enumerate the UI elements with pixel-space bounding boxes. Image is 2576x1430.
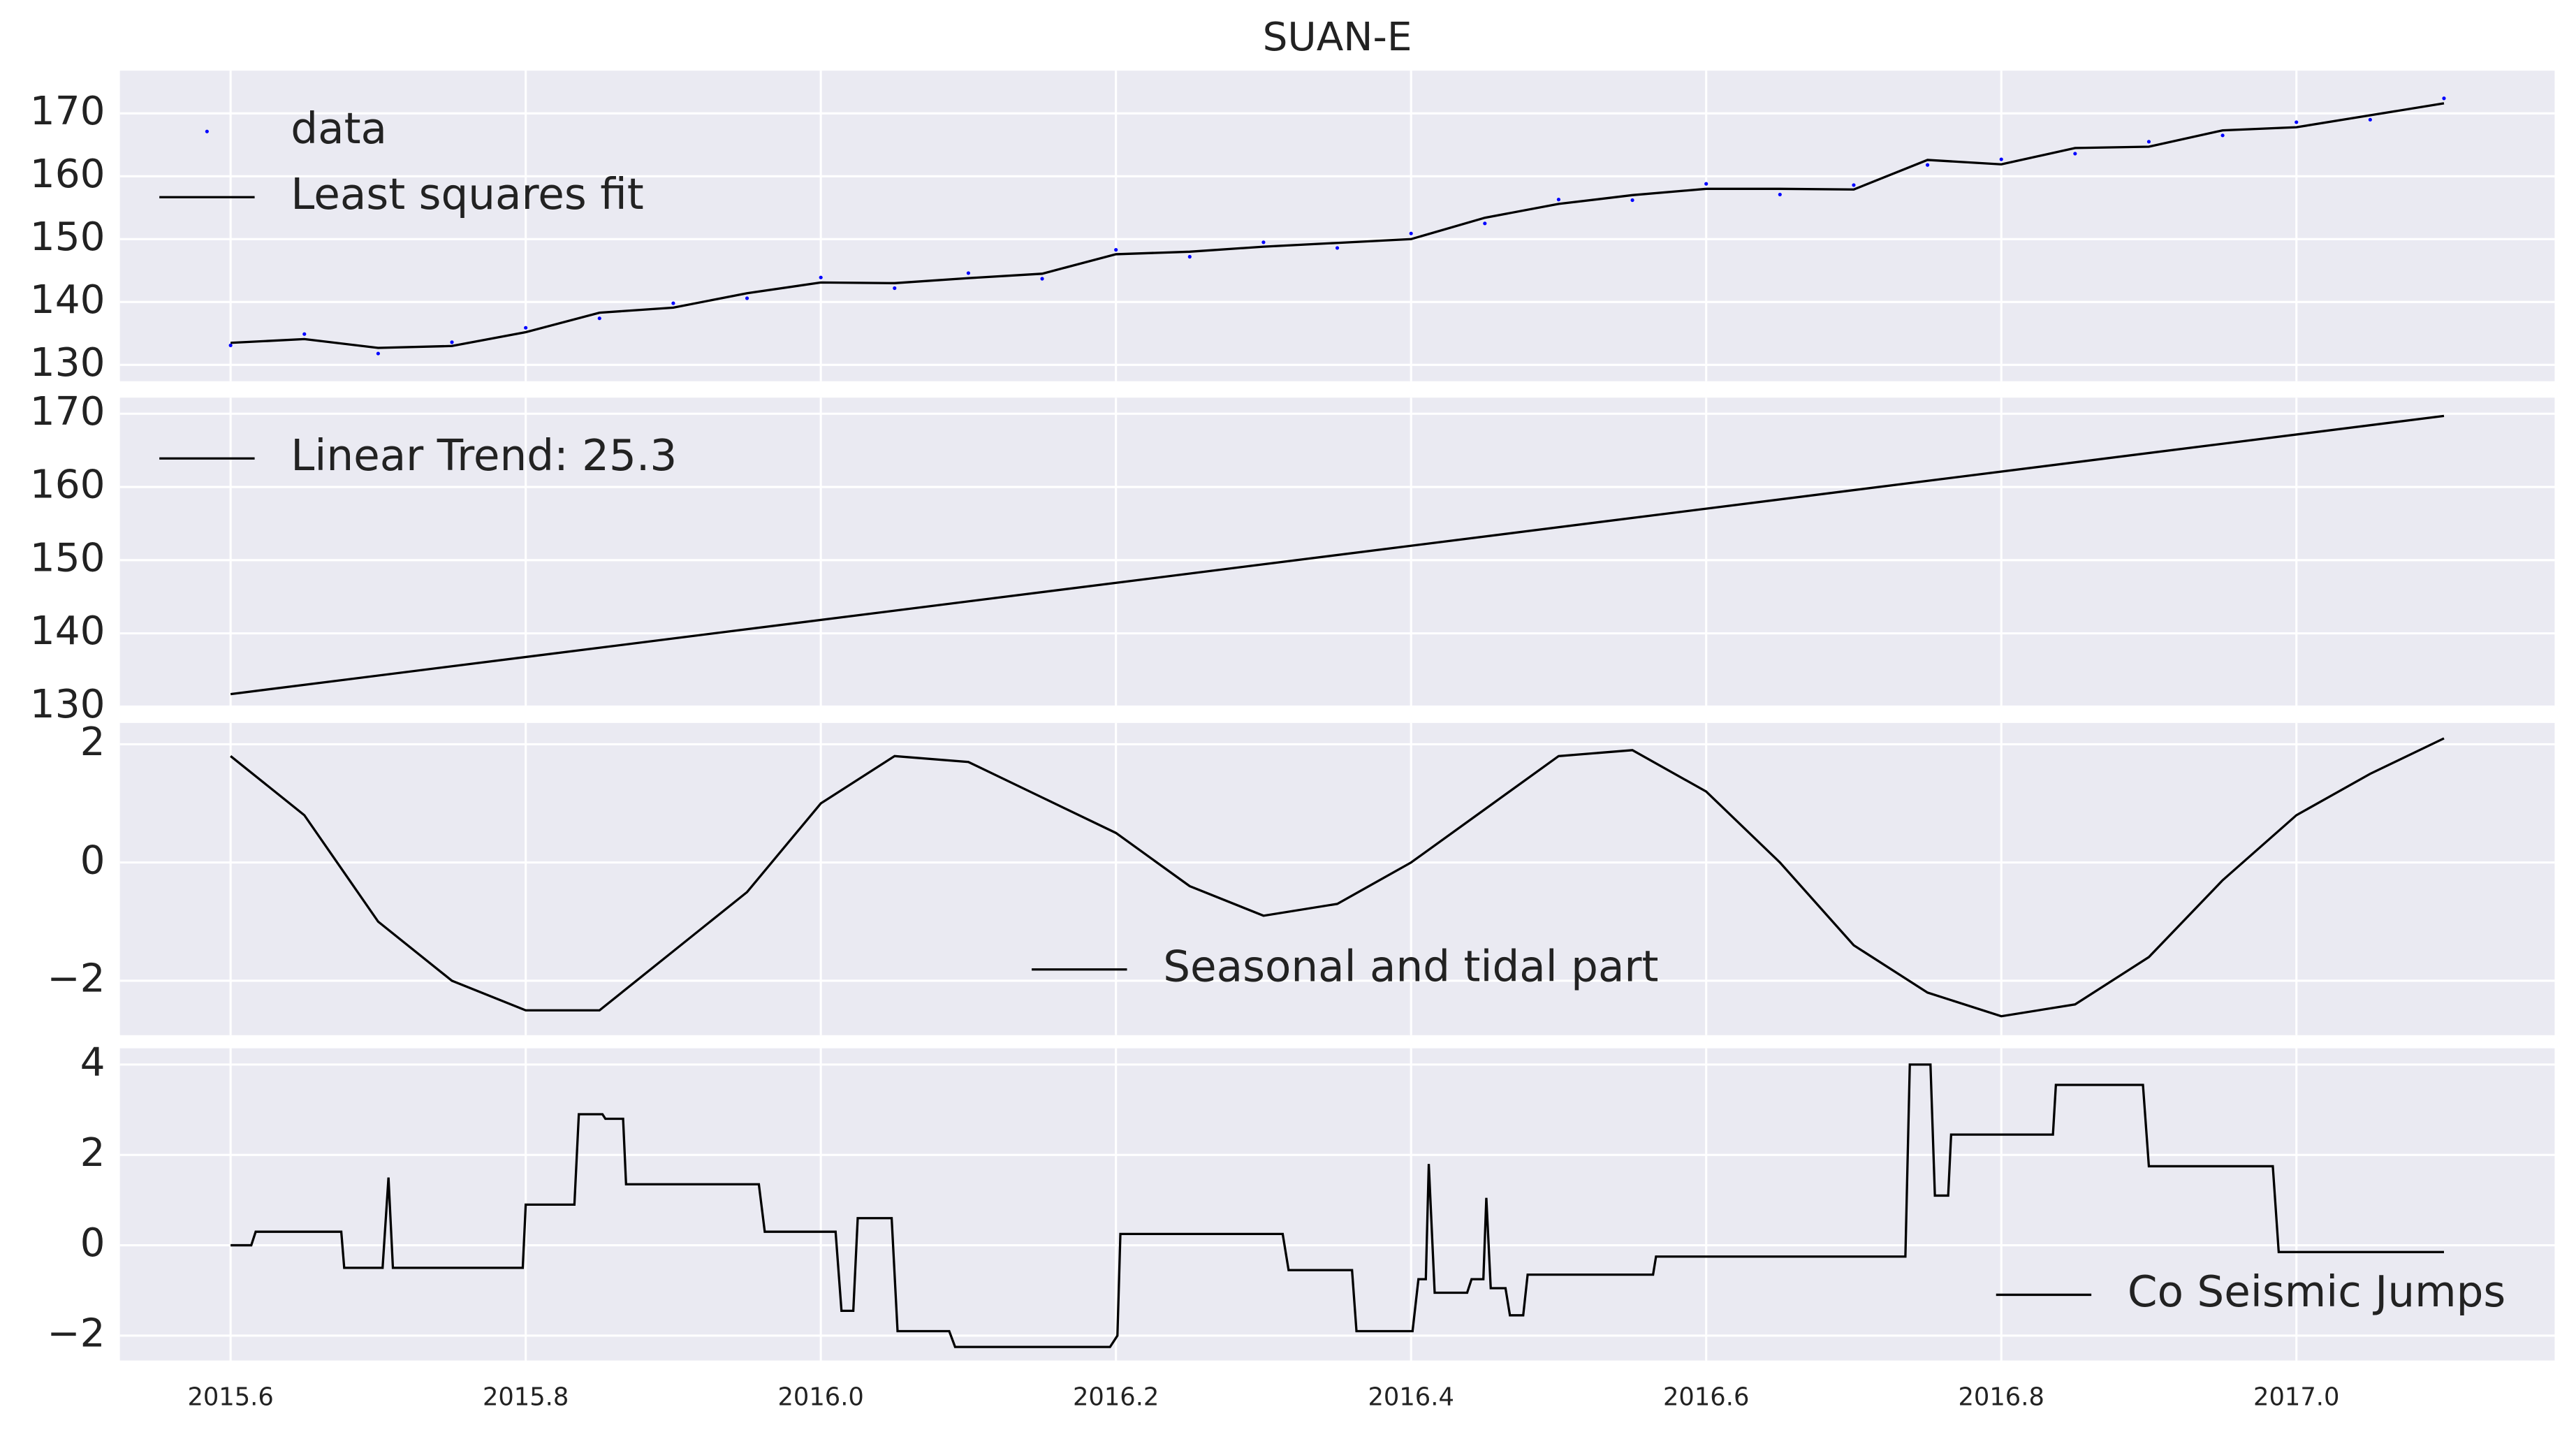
y-tick-label: 2 [80, 1130, 105, 1176]
x-tick-label: 2016.2 [1073, 1383, 1159, 1412]
data-point [2295, 120, 2299, 124]
data-point [893, 286, 897, 291]
legend-label: Linear Trend: 25.3 [291, 431, 677, 481]
data-point [1556, 198, 1561, 202]
data-point [1483, 221, 1487, 226]
legend-marker [205, 129, 209, 133]
data-point [1778, 192, 1782, 197]
data-point [302, 332, 307, 336]
data-point [2368, 117, 2372, 122]
x-tick-label: 2015.8 [483, 1383, 569, 1412]
y-tick-label: 130 [30, 682, 105, 727]
data-point [228, 343, 233, 347]
legend-label: Co Seismic Jumps [2128, 1267, 2505, 1317]
x-tick-label: 2015.6 [187, 1383, 273, 1412]
legend-label: Least squares fit [291, 170, 643, 219]
plot-background [119, 71, 2555, 381]
data-point [1704, 182, 1708, 186]
data-point [2073, 152, 2077, 156]
data-point [376, 351, 380, 356]
legend-label: data [291, 104, 387, 154]
y-tick-label: 170 [30, 89, 105, 134]
y-tick-label: −2 [47, 956, 105, 1002]
x-tick-label: 2016.0 [777, 1383, 863, 1412]
data-point [1040, 277, 1044, 281]
data-point [1261, 240, 1266, 245]
data-point [1409, 231, 1413, 235]
x-tick-label: 2016.8 [1959, 1383, 2044, 1412]
data-line [230, 1063, 2444, 1348]
y-tick-label: 0 [80, 1220, 105, 1266]
data-point [1925, 163, 1930, 167]
data-point [966, 271, 971, 275]
y-tick-label: 160 [30, 462, 105, 508]
y-tick-label: 170 [30, 389, 105, 435]
data-point [2442, 96, 2446, 101]
y-tick-label: 4 [80, 1040, 105, 1086]
chart-title: SUAN-E [1263, 15, 1412, 60]
data-point [745, 296, 749, 300]
data-point [1852, 183, 1856, 187]
y-tick-label: 160 [30, 152, 105, 197]
y-tick-label: 150 [30, 214, 105, 260]
x-tick-label: 2017.0 [2253, 1383, 2339, 1412]
data-line [230, 102, 2445, 349]
data-point [1630, 198, 1634, 203]
data-point [819, 275, 823, 279]
data-point [2146, 140, 2151, 144]
y-tick-label: 130 [30, 340, 105, 386]
data-point [1999, 157, 2003, 161]
data-point [597, 316, 601, 321]
data-point [1335, 246, 1340, 250]
data-point [671, 301, 675, 305]
data-point [450, 340, 454, 344]
legend-label: Seasonal and tidal part [1163, 942, 1658, 991]
data-point [524, 326, 528, 330]
y-tick-label: 2 [80, 720, 105, 765]
x-tick-label: 2016.6 [1663, 1383, 1749, 1412]
y-tick-label: 140 [30, 277, 105, 323]
data-line [230, 737, 2445, 1018]
data-point [1114, 248, 1118, 252]
y-tick-label: 0 [80, 838, 105, 883]
data-point [1187, 254, 1192, 259]
data-point [2220, 133, 2225, 138]
data-line [230, 414, 2445, 696]
y-tick-label: 150 [30, 535, 105, 581]
y-tick-label: −2 [47, 1311, 105, 1357]
x-tick-label: 2016.4 [1368, 1383, 1454, 1412]
y-tick-label: 140 [30, 608, 105, 654]
